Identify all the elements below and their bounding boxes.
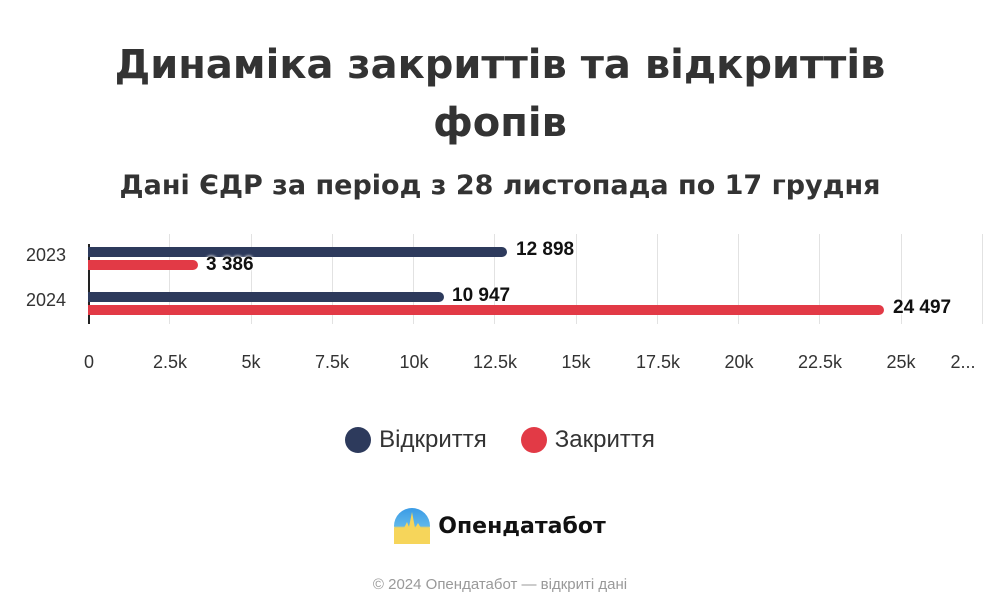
title-line-1: Динаміка закриттів та відкриттів <box>114 42 886 88</box>
gridline <box>251 234 252 324</box>
x-tick: 20k <box>724 352 754 372</box>
y-axis-line <box>88 244 90 324</box>
gridline <box>982 234 983 324</box>
x-tick: 12.5k <box>472 352 518 372</box>
chart-title: Динаміка закриттів та відкриттів фопів <box>0 36 1000 152</box>
x-tick: 2... <box>950 352 976 372</box>
x-tick: 10k <box>399 352 429 372</box>
data-label: 12 898 <box>516 239 575 260</box>
footer-copyright: © 2024 Опендатабот — відкриті дані <box>372 576 628 593</box>
gridline <box>901 234 902 324</box>
legend-dot-icon <box>520 427 547 453</box>
x-tick: 5k <box>241 352 261 372</box>
brand-name: Опендатабот <box>438 513 606 539</box>
gridline <box>576 234 577 324</box>
legend: Відкриття Закриття <box>0 426 1000 454</box>
gridline <box>413 234 414 324</box>
legend-label: Закриття <box>554 426 655 453</box>
bar-2024-closings[interactable] <box>88 305 884 315</box>
legend-item-closings[interactable]: Закриття <box>520 426 655 454</box>
x-tick: 7.5k <box>314 352 350 372</box>
x-tick: 2.5k <box>152 352 188 372</box>
data-label: 24 497 <box>893 297 952 318</box>
gridline <box>657 234 658 324</box>
data-label: 3 386 <box>206 254 254 275</box>
x-tick: 22.5k <box>797 352 843 372</box>
x-tick: 0 <box>83 352 95 372</box>
x-tick: 17.5k <box>635 352 681 372</box>
gridline <box>169 234 170 324</box>
gridline <box>332 234 333 324</box>
x-tick: 25k <box>886 352 916 372</box>
brand: Опендатабот <box>0 508 1000 544</box>
legend-item-openings[interactable]: Відкриття <box>345 426 487 454</box>
gridline <box>819 234 820 324</box>
bar-2023-closings[interactable] <box>88 260 198 270</box>
bar-2024-openings[interactable] <box>88 292 444 302</box>
data-label: 10 947 <box>452 285 511 306</box>
chart-subtitle: Дані ЄДР за період з 28 листопада по 17 … <box>119 170 881 201</box>
plot-area: 12 898 3 386 10 947 24 497 <box>88 234 988 324</box>
gridline <box>494 234 495 324</box>
gridline <box>738 234 739 324</box>
x-tick: 15k <box>561 352 591 372</box>
title-line-2: фопів <box>433 100 567 146</box>
bar-2023-openings[interactable] <box>88 247 507 257</box>
opendatabot-logo-icon <box>394 508 431 544</box>
legend-label: Відкриття <box>379 426 487 453</box>
category-label: 2024 <box>25 290 66 310</box>
legend-dot-icon <box>345 427 372 453</box>
category-label: 2023 <box>25 245 66 265</box>
